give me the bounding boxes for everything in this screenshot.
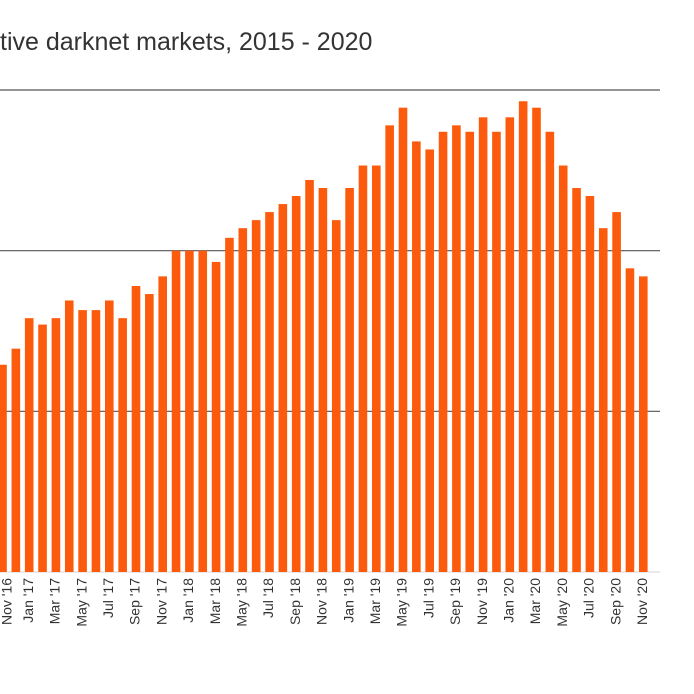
bar — [385, 125, 394, 572]
bar — [478, 117, 488, 573]
x-tick-label: Sep '17 — [127, 578, 143, 625]
x-tick-label: Nov '19 — [474, 578, 490, 625]
x-tick-label: Nov '16 — [0, 578, 15, 625]
bar — [585, 196, 595, 573]
bar — [78, 310, 87, 572]
bar — [305, 179, 314, 572]
x-tick-label: Mar '19 — [367, 578, 383, 624]
bar — [291, 196, 301, 573]
bar — [185, 250, 194, 572]
bar — [398, 107, 408, 572]
x-tick-label: Nov '17 — [153, 578, 169, 625]
bar — [358, 165, 368, 572]
bar — [238, 228, 248, 572]
bar — [105, 300, 114, 572]
bar — [24, 318, 34, 572]
bar — [598, 228, 608, 572]
x-tick-label: Nov '18 — [314, 578, 330, 625]
bar — [145, 294, 154, 572]
bar — [64, 300, 74, 572]
x-tick-label: May '18 — [234, 578, 250, 627]
x-tick-label: Jul '19 — [420, 578, 436, 618]
x-tick-label: Sep '19 — [447, 578, 463, 625]
bar — [331, 220, 341, 572]
bar — [11, 348, 21, 572]
x-tick-label: May '20 — [554, 578, 570, 627]
x-tick-label: Sep '20 — [607, 578, 623, 625]
bar — [171, 250, 181, 572]
bar — [558, 165, 568, 572]
bar — [345, 188, 354, 573]
bar — [639, 276, 648, 572]
bar — [278, 204, 288, 572]
bar — [492, 131, 501, 573]
x-tick-label: Jan '18 — [180, 578, 196, 623]
bar — [412, 141, 421, 572]
bar — [572, 188, 581, 573]
x-tick-label: May '17 — [73, 578, 89, 627]
x-tick-label: May '19 — [394, 578, 410, 627]
bar — [225, 237, 234, 572]
bar — [265, 212, 274, 572]
bar — [211, 261, 221, 572]
bar — [38, 324, 47, 572]
x-tick-label: Nov '20 — [634, 578, 650, 625]
x-tick-label: Sep '18 — [287, 578, 303, 625]
bar — [251, 220, 261, 572]
x-tick-label: Jul '17 — [100, 578, 116, 618]
x-tick-label: Jan '17 — [20, 578, 36, 623]
bar — [545, 131, 555, 573]
bar — [158, 276, 167, 572]
bar — [465, 131, 475, 573]
bar — [118, 318, 127, 572]
x-tick-label: Jan '20 — [501, 578, 517, 623]
bar — [425, 149, 434, 573]
x-tick-label: Jul '18 — [260, 578, 276, 618]
bar — [318, 188, 328, 573]
bar — [625, 268, 635, 572]
bar — [438, 131, 448, 573]
bar — [198, 250, 208, 572]
bar — [0, 364, 7, 572]
bar — [372, 165, 381, 572]
x-tick-label: Mar '18 — [207, 578, 223, 624]
bar — [505, 117, 515, 573]
bar — [91, 310, 101, 572]
bar — [612, 212, 621, 572]
chart-title: tive darknet markets, 2015 - 2020 — [0, 28, 372, 56]
bar — [51, 318, 61, 572]
bar — [532, 107, 541, 572]
bar — [452, 125, 461, 572]
x-tick-label: Mar '20 — [527, 578, 543, 624]
x-tick-label: Mar '17 — [47, 578, 63, 624]
bar — [131, 286, 141, 572]
x-tick-label: Jan '19 — [340, 578, 356, 623]
x-tick-label: Jul '20 — [581, 578, 597, 618]
bar — [518, 101, 528, 572]
